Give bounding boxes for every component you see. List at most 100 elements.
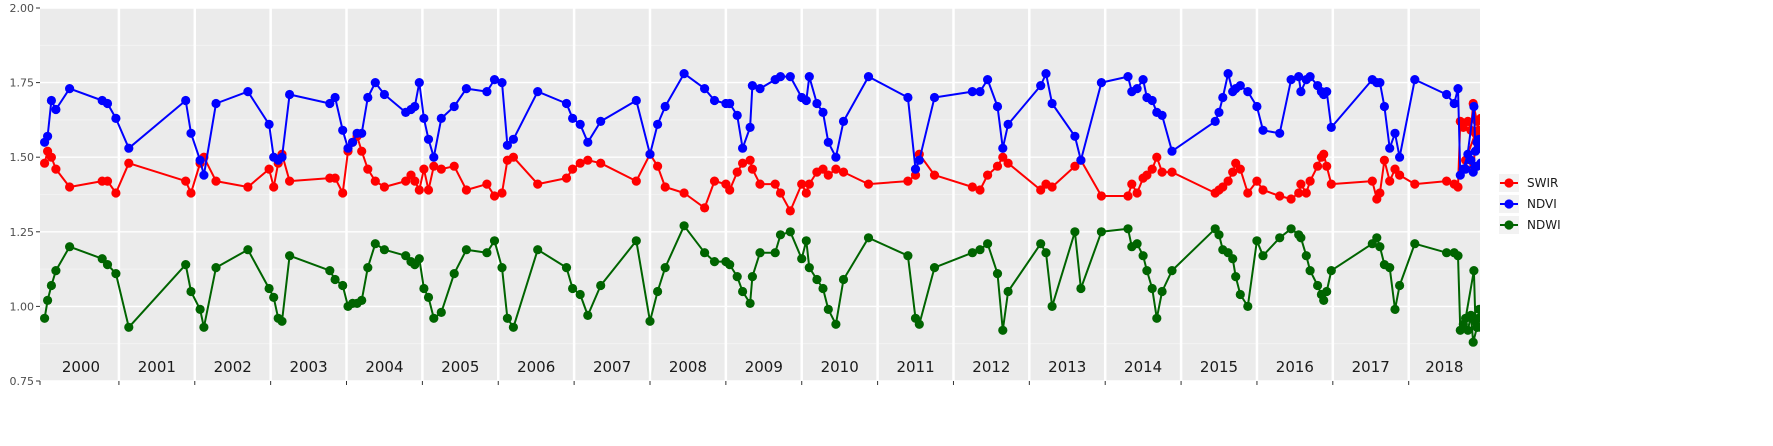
- ndwi-point: [1231, 272, 1241, 282]
- ndwi-point: [1301, 251, 1311, 261]
- ndwi-point: [903, 251, 913, 261]
- ndwi-point: [998, 325, 1008, 335]
- ndwi-point: [1041, 248, 1051, 258]
- ndvi-point: [449, 101, 459, 112]
- ndvi-point: [410, 101, 420, 112]
- swir-point: [804, 179, 814, 189]
- ndwi-point: [277, 316, 287, 326]
- ndwi-point: [745, 298, 755, 308]
- ndvi-point: [181, 95, 191, 106]
- swir-point: [1296, 179, 1306, 189]
- ndvi-point: [497, 78, 507, 88]
- swir-point: [1070, 161, 1080, 171]
- ndwi-point: [801, 236, 811, 246]
- ndwi-point: [124, 322, 134, 332]
- ndwi-point: [1469, 266, 1479, 276]
- swir-point: [561, 173, 572, 183]
- ndwi-point: [1096, 227, 1106, 237]
- swir-point: [823, 170, 833, 180]
- swir-point: [967, 182, 978, 192]
- swir-point: [568, 164, 578, 174]
- ndwi-point: [264, 283, 274, 294]
- ndvi-point: [818, 107, 828, 117]
- legend-label-ndvi: NDVI: [1527, 197, 1557, 211]
- ndvi-point: [51, 104, 61, 115]
- ndvi-point: [1375, 78, 1385, 88]
- swir-point: [111, 188, 121, 198]
- ndvi-point: [1252, 101, 1262, 112]
- ndwi-point: [243, 245, 253, 255]
- ndwi-point: [379, 245, 389, 255]
- ndwi-point: [775, 230, 786, 240]
- ndwi-point: [1463, 325, 1473, 335]
- swir-point: [903, 176, 913, 186]
- ndwi-point: [461, 245, 471, 255]
- ndvi-point: [1466, 155, 1476, 165]
- swir-point: [818, 164, 828, 174]
- swir-point: [414, 185, 424, 195]
- ndwi-point: [561, 263, 572, 273]
- ndwi-point: [645, 316, 655, 326]
- ndwi-point: [269, 292, 279, 302]
- ndvi-point: [1157, 110, 1167, 120]
- ndvi-point: [338, 125, 348, 135]
- ndwi-point: [770, 248, 780, 258]
- ndvi-point: [747, 81, 758, 91]
- ndwi-point: [482, 248, 492, 258]
- swir-point: [1047, 182, 1057, 192]
- ndwi-point: [1147, 283, 1157, 294]
- swir-point: [1453, 182, 1463, 192]
- ndwi-point: [1152, 313, 1162, 323]
- swir-point: [1127, 179, 1137, 189]
- ndvi-point: [823, 137, 833, 147]
- ndvi-point: [1070, 131, 1080, 141]
- ndvi-point: [243, 87, 253, 97]
- swir-point: [863, 179, 874, 189]
- ndvi-point: [1235, 81, 1245, 91]
- ndwi-point: [1214, 230, 1224, 240]
- ndwi-point: [992, 269, 1003, 279]
- swir-point: [755, 179, 765, 189]
- ndwi-point: [838, 274, 849, 285]
- year-label: 2007: [593, 358, 631, 376]
- swir-point: [243, 182, 253, 192]
- swir-point: [725, 185, 735, 195]
- ndwi-point: [1047, 301, 1057, 311]
- swir-point: [264, 164, 274, 174]
- year-label: 2013: [1048, 358, 1086, 376]
- swir-point: [181, 176, 191, 186]
- swir-point: [700, 203, 710, 213]
- ndwi-point: [575, 289, 585, 300]
- swir-point: [732, 167, 742, 177]
- ndwi-point: [186, 286, 196, 297]
- ndvi-point: [43, 131, 53, 141]
- swir-point: [482, 179, 492, 189]
- ndwi-point: [285, 251, 295, 261]
- ndvi-point: [489, 75, 500, 85]
- ndvi-point: [277, 152, 287, 162]
- ndvi-point: [508, 134, 518, 144]
- ndvi-point: [1305, 72, 1315, 82]
- swir-point: [1157, 167, 1167, 177]
- ndvi-point: [1243, 87, 1253, 97]
- swir-point: [102, 176, 113, 186]
- ndvi-point: [1076, 155, 1086, 165]
- ndvi-point: [903, 92, 913, 103]
- ndwi-point: [568, 283, 578, 294]
- ndvi-point: [65, 84, 75, 94]
- ndvi-point: [1442, 89, 1452, 100]
- ndvi-point: [436, 113, 446, 123]
- ndwi-point: [596, 280, 606, 291]
- swir-point: [738, 158, 748, 168]
- swir-point: [1152, 152, 1162, 162]
- swir-point: [1167, 167, 1177, 177]
- ndwi-point: [370, 239, 380, 249]
- swir-point: [40, 158, 50, 168]
- ndwi-point: [1453, 251, 1463, 261]
- ndwi-point: [785, 227, 795, 237]
- ndwi-point: [631, 236, 641, 246]
- ndwi-point: [1286, 224, 1296, 234]
- ndvi-point: [379, 89, 389, 100]
- ndvi-point: [1296, 87, 1306, 97]
